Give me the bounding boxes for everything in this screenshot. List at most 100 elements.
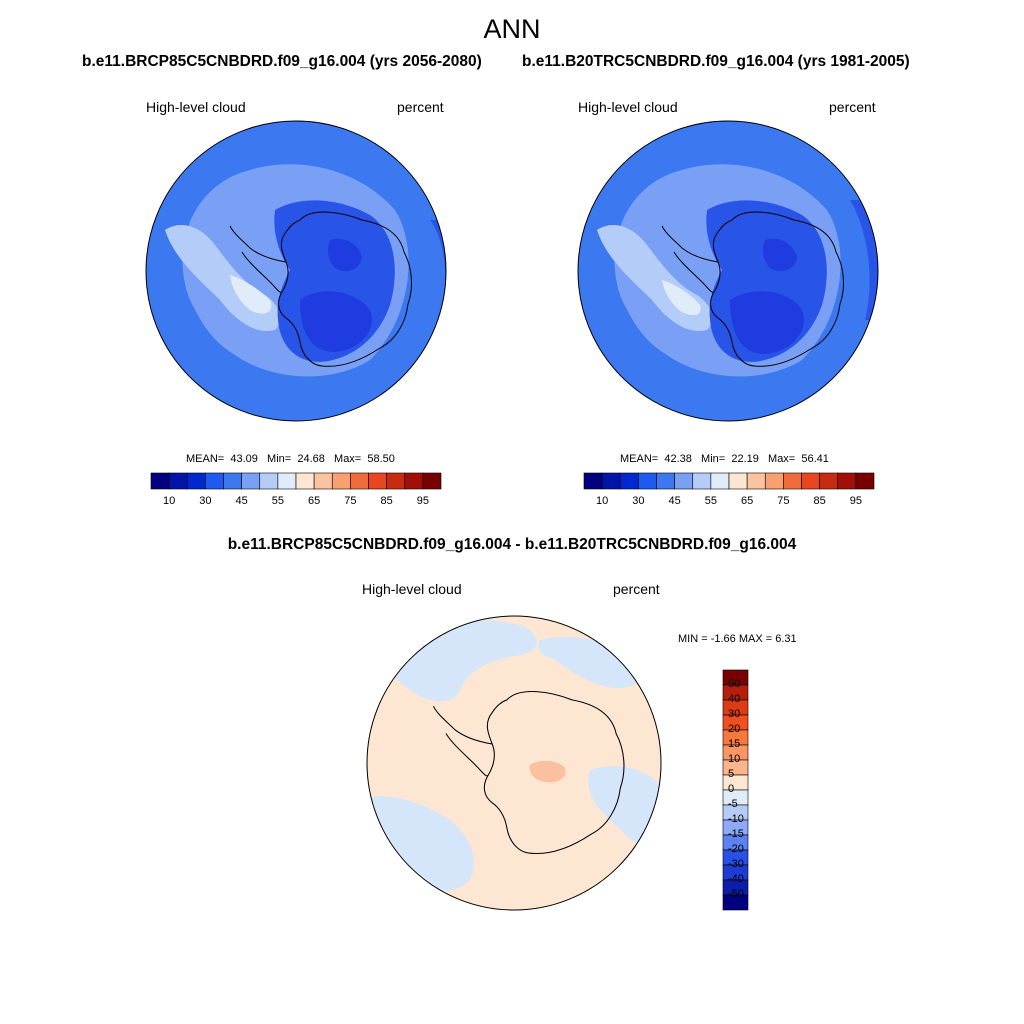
panel-right-case-title: b.e11.B20TRC5CNBDRD.f09_g16.004 (yrs 198… [522, 53, 910, 70]
colorbar-swatch [638, 472, 657, 490]
colorbar-tick-label: 15 [728, 738, 741, 750]
max-label: Max= [768, 453, 796, 465]
colorbar-tick-label: 75 [777, 495, 790, 507]
panel-left-stats: MEAN= 43.09 Min= 24.68 Max= 58.50 [186, 453, 395, 465]
colorbar-swatch [619, 472, 639, 490]
colorbar-tick-label: 65 [741, 495, 754, 507]
difference-colorbar [722, 669, 749, 911]
colorbar-tick-label: 50 [728, 678, 741, 690]
colorbar-tick-label: 10 [728, 753, 741, 765]
colorbar-swatch [710, 472, 730, 490]
colorbar-swatch [404, 472, 424, 490]
max-label: Max= [334, 453, 362, 465]
colorbar-tick-label: 30 [728, 708, 741, 720]
right-map-border [577, 120, 879, 422]
colorbar-tick-label: -50 [728, 888, 744, 900]
colorbar-tick-label: 10 [596, 495, 609, 507]
max-value: 58.50 [367, 453, 395, 465]
colorbar-swatch [223, 472, 242, 490]
colorbar-swatch [350, 472, 369, 490]
colorbar-swatch [168, 472, 188, 490]
colorbar-tick-label: 30 [632, 495, 645, 507]
colorbar-swatch [692, 472, 712, 490]
colorbar-swatch [205, 472, 224, 490]
colorbar-swatch [422, 472, 442, 490]
colorbar-swatch [313, 472, 333, 490]
colorbar-swatch [150, 472, 170, 490]
colorbar-swatch [331, 472, 351, 490]
difference-map [367, 616, 661, 910]
colorbar-swatch [674, 472, 694, 490]
colorbar-tick-label: 5 [728, 768, 735, 780]
colorbar-swatch [583, 472, 603, 490]
right-map [578, 121, 878, 421]
colorbar-swatch [386, 472, 406, 490]
panel-left-variable-label: High-level cloud [146, 99, 246, 115]
colorbar-swatch [656, 472, 675, 490]
mean-label: MEAN= [620, 453, 659, 465]
panel-left-units-label: percent [397, 99, 444, 115]
colorbar-swatch [855, 472, 875, 490]
colorbar-swatch [722, 774, 749, 791]
colorbar-swatch [186, 472, 206, 490]
panel-left-case-title: b.e11.BRCP85C5CNBDRD.f09_g16.004 (yrs 20… [82, 53, 482, 70]
difference-variable-label: High-level cloud [362, 581, 462, 597]
panel-right-stats: MEAN= 42.38 Min= 22.19 Max= 56.41 [620, 453, 829, 465]
min-label: Min= [267, 453, 292, 465]
difference-units-label: percent [613, 581, 660, 597]
colorbar-swatch [746, 472, 766, 490]
max-value: 56.41 [801, 453, 829, 465]
panel-right-variable-label: High-level cloud [578, 99, 678, 115]
colorbar-swatch [728, 472, 748, 490]
colorbar-tick-label: 20 [728, 723, 741, 735]
colorbar-swatch [295, 472, 315, 490]
colorbar-tick-label: 85 [380, 495, 393, 507]
left-colorbar [150, 472, 442, 490]
panel-right-units-label: percent [829, 99, 876, 115]
colorbar-swatch [764, 472, 784, 490]
left-map [146, 121, 446, 421]
colorbar-swatch [241, 472, 261, 490]
colorbar-tick-label: -20 [728, 843, 744, 855]
colorbar-swatch [819, 472, 839, 490]
left-map-border [145, 120, 447, 422]
mean-label: MEAN= [186, 453, 225, 465]
colorbar-tick-label: -10 [728, 813, 744, 825]
colorbar-tick-label: 55 [704, 495, 717, 507]
mean-value: 42.38 [664, 453, 692, 465]
colorbar-tick-label: 0 [728, 783, 735, 795]
colorbar-tick-label: -5 [728, 798, 738, 810]
colorbar-swatch [601, 472, 621, 490]
colorbar-swatch [368, 472, 387, 490]
colorbar-tick-label: 85 [813, 495, 826, 507]
colorbar-swatch [277, 472, 297, 490]
colorbar-tick-label: 75 [344, 495, 357, 507]
colorbar-tick-label: -40 [728, 873, 744, 885]
main-title: ANN [483, 14, 541, 44]
colorbar-tick-label: 30 [199, 495, 212, 507]
colorbar-tick-label: 55 [271, 495, 284, 507]
colorbar-swatch [259, 472, 279, 490]
colorbar-tick-label: 95 [849, 495, 862, 507]
colorbar-tick-label: 45 [668, 495, 681, 507]
colorbar-swatch [801, 472, 820, 490]
min-value: 22.19 [731, 453, 759, 465]
difference-minmax: MIN = -1.66 MAX = 6.31 [678, 633, 797, 645]
colorbar-tick-label: 65 [308, 495, 321, 507]
colorbar-swatch [722, 894, 749, 911]
right-colorbar [583, 472, 875, 490]
colorbar-swatch [837, 472, 857, 490]
difference-title: b.e11.BRCP85C5CNBDRD.f09_g16.004 - b.e11… [227, 536, 797, 553]
colorbar-tick-label: -15 [728, 828, 744, 840]
colorbar-tick-label: -30 [728, 858, 744, 870]
colorbar-tick-label: 40 [728, 693, 741, 705]
min-value: 24.68 [297, 453, 325, 465]
mean-value: 43.09 [230, 453, 258, 465]
colorbar-swatch [783, 472, 802, 490]
min-label: Min= [701, 453, 726, 465]
difference-map-border [366, 615, 662, 911]
colorbar-tick-label: 95 [416, 495, 429, 507]
colorbar-tick-label: 45 [235, 495, 248, 507]
colorbar-tick-label: 10 [163, 495, 176, 507]
